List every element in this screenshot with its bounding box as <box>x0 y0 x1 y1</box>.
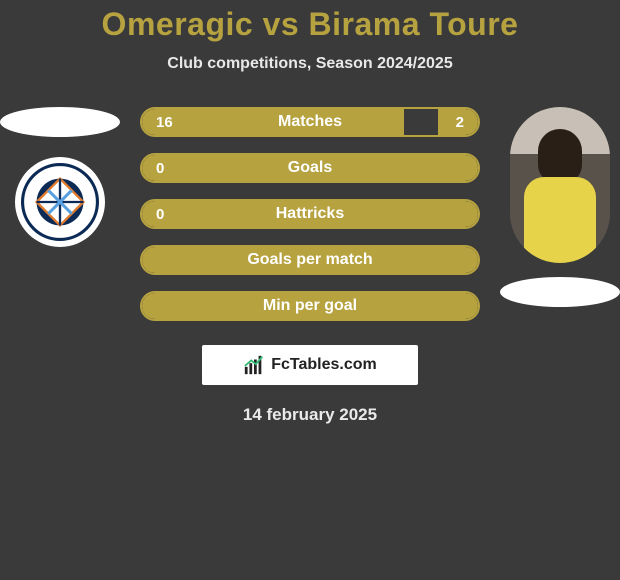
bar-label: Matches <box>142 113 478 131</box>
subtitle: Club competitions, Season 2024/2025 <box>0 55 620 73</box>
page-title: Omeragic vs Birama Toure <box>0 6 620 43</box>
comparison-card: Omeragic vs Birama Toure Club competitio… <box>0 0 620 425</box>
montpellier-logo-icon <box>21 163 99 241</box>
left-player-photo-placeholder <box>0 107 120 137</box>
stat-bar: 162Matches <box>140 107 480 137</box>
stat-bar: 0Goals <box>140 153 480 183</box>
date-text: 14 february 2025 <box>0 405 620 425</box>
right-club-logo-placeholder <box>500 277 620 307</box>
right-player-column <box>500 107 620 307</box>
left-club-logo <box>15 157 105 247</box>
left-player-column <box>0 107 120 247</box>
chart-icon <box>243 354 265 376</box>
right-player-photo <box>510 107 610 263</box>
bar-label: Goals <box>142 159 478 177</box>
main-area: 162Matches 0Goals 0Hattricks Goals per matc… <box>0 107 620 331</box>
stat-bar: 0Hattricks <box>140 199 480 229</box>
bar-label: Goals per match <box>142 251 478 269</box>
branding-text: FcTables.com <box>271 356 377 374</box>
branding-badge[interactable]: FcTables.com <box>202 345 418 385</box>
stat-bar: Goals per match <box>140 245 480 275</box>
stat-bar: Min per goal <box>140 291 480 321</box>
stat-bars: 162Matches 0Goals 0Hattricks Goals per matc… <box>140 107 480 321</box>
bar-label: Hattricks <box>142 205 478 223</box>
bar-label: Min per goal <box>142 297 478 315</box>
